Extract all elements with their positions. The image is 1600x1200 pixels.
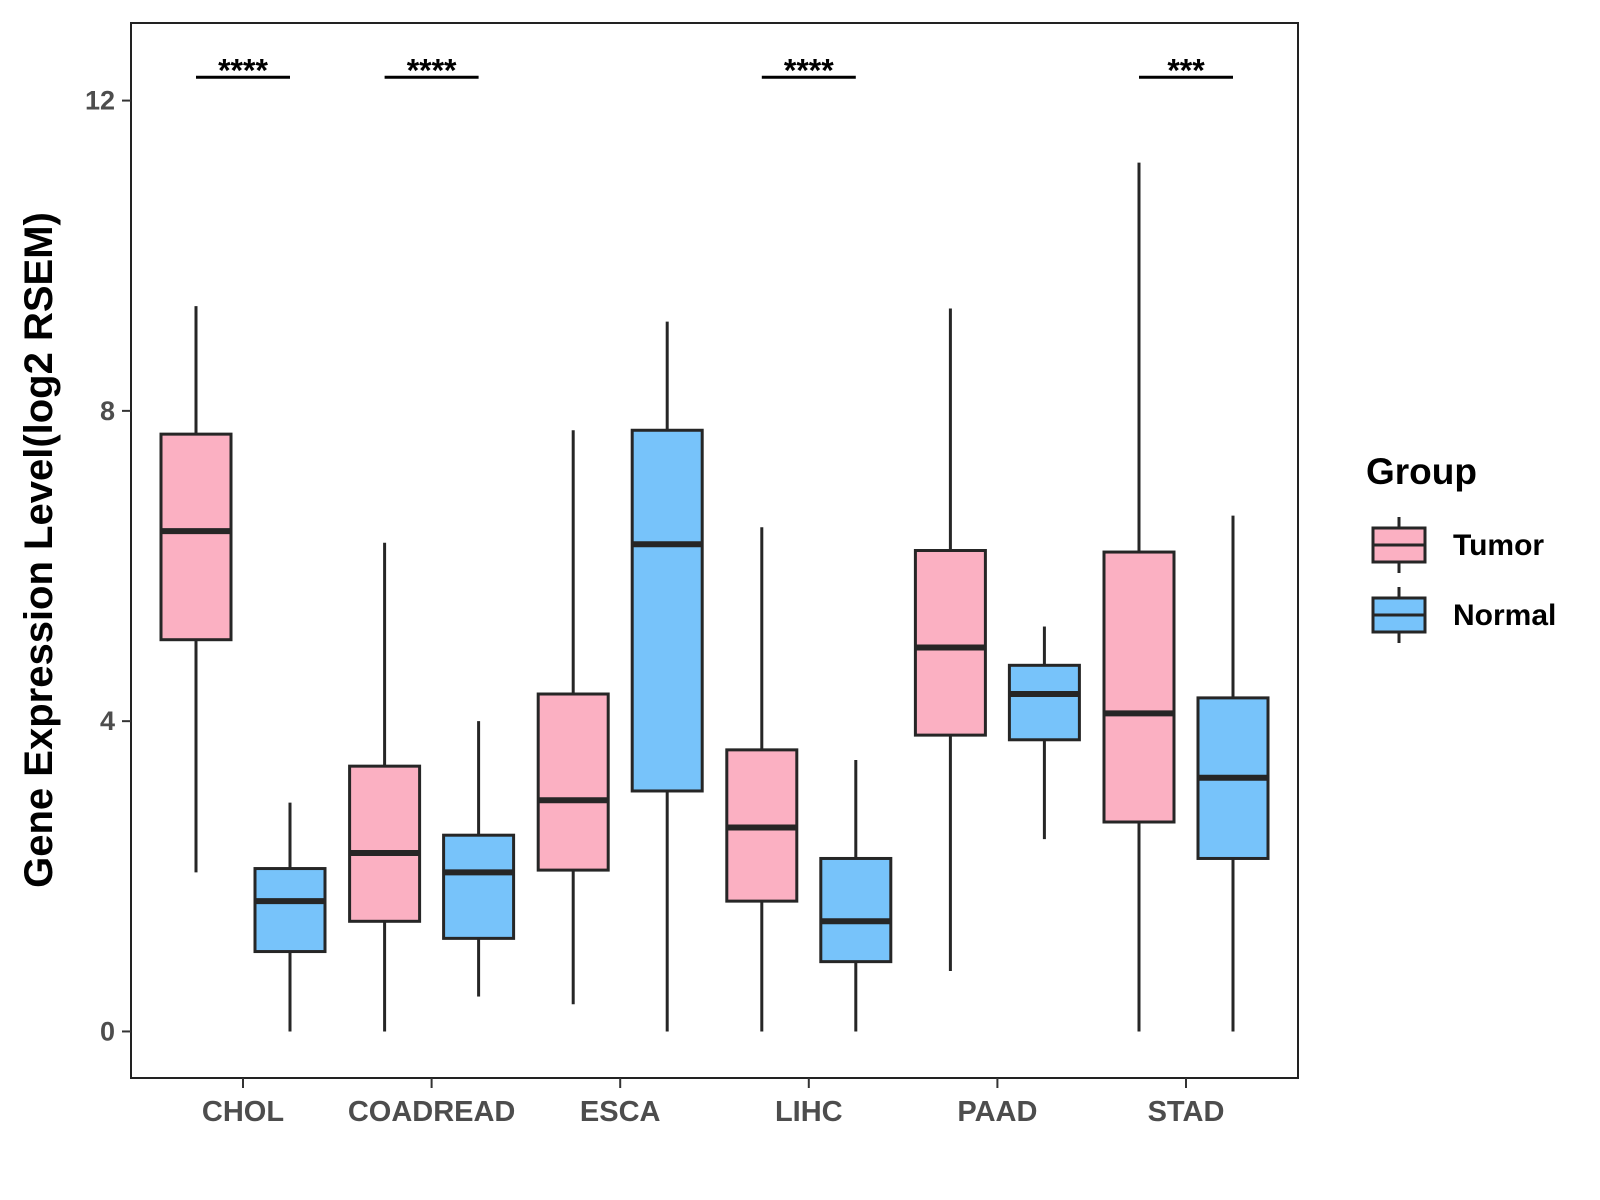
y-axis: 0 4 8 12: [85, 86, 131, 1046]
box-tumor-lihc: [725, 527, 799, 1032]
box-normal-chol: [253, 802, 327, 1032]
box-iqr: [819, 856, 893, 964]
legend: Group Tumor Normal: [1366, 451, 1556, 643]
legend-entry-tumor: Tumor: [1371, 517, 1544, 573]
box-iqr: [913, 549, 987, 737]
significance-label: ****: [218, 52, 268, 88]
x-tick-label: CHOL: [202, 1096, 284, 1128]
x-tick-label: PAAD: [957, 1096, 1037, 1128]
significance-label: ****: [407, 52, 457, 88]
box-tumor-stad: [1102, 162, 1176, 1032]
box-normal-stad: [1196, 515, 1270, 1032]
legend-label: Normal: [1453, 599, 1556, 632]
box-tumor-chol: [159, 306, 233, 873]
y-axis-title: Gene Expression Level(log2 RSEM): [17, 212, 61, 888]
box-iqr: [1007, 663, 1081, 742]
x-tick-label: LIHC: [775, 1096, 843, 1128]
legend-label: Tumor: [1453, 529, 1544, 562]
x-tick-label: ESCA: [580, 1096, 661, 1128]
x-tick-label: STAD: [1148, 1096, 1225, 1128]
y-tick-label: 12: [85, 86, 115, 116]
significance-annotations: **** **** **** ***: [196, 52, 1233, 88]
box-tumor-esca: [536, 430, 610, 1005]
significance-label: ****: [784, 52, 834, 88]
x-axis: CHOL COADREAD ESCA LIHC PAAD STAD: [202, 1078, 1224, 1128]
box-iqr: [348, 764, 422, 923]
box-iqr: [630, 428, 704, 793]
legend-entry-normal: Normal: [1371, 587, 1556, 643]
series-normal: [253, 321, 1270, 1032]
box-normal-lihc: [819, 759, 893, 1032]
box-iqr: [442, 833, 516, 940]
series-tumor: [159, 162, 1176, 1032]
x-tick-label: COADREAD: [348, 1096, 516, 1128]
box-series: [159, 162, 1270, 1032]
box-normal-paad: [1007, 626, 1081, 840]
significance-label: ***: [1167, 52, 1205, 88]
y-tick-label: 4: [100, 706, 115, 736]
box-iqr: [253, 867, 327, 954]
box-iqr: [159, 432, 233, 642]
box-tumor-coadread: [348, 542, 422, 1032]
plot-panel-border: [130, 22, 1299, 1079]
box-normal-coadread: [442, 721, 516, 997]
box-tumor-paad: [913, 308, 987, 971]
y-tick-label: 8: [100, 396, 115, 426]
box-iqr: [1102, 550, 1176, 824]
box-iqr: [536, 692, 610, 872]
box-normal-esca: [630, 321, 704, 1032]
y-tick-label: 0: [100, 1016, 115, 1046]
legend-title: Group: [1366, 451, 1477, 492]
